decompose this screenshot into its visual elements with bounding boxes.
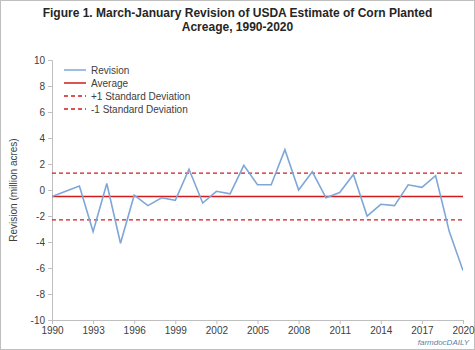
x-tick-label: 2005 [247, 325, 270, 336]
x-tick-mark [93, 320, 94, 324]
y-axis: -10 -8 -6 -4 -2 0 2 4 6 8 10 [31, 55, 53, 326]
x-tick-mark [381, 320, 382, 324]
x-tick: 2005 [247, 320, 270, 336]
x-tick-mark [134, 320, 135, 324]
y-tick: -4 [36, 237, 52, 248]
legend-label: Revision [91, 65, 129, 76]
y-tick-label: -4 [36, 237, 45, 248]
y-tick: 8 [39, 81, 52, 92]
x-tick: 2017 [411, 320, 434, 336]
x-axis-line [53, 321, 464, 325]
x-tick-mark [463, 320, 464, 324]
x-tick: 2014 [370, 320, 393, 336]
y-tick-mark [48, 190, 52, 191]
legend-swatch [64, 108, 86, 110]
x-tick: 1999 [165, 320, 188, 336]
legend-swatch [64, 82, 86, 84]
x-tick: 2020 [452, 320, 475, 336]
y-tick-label: 10 [34, 55, 46, 66]
x-tick-label: 1990 [41, 325, 64, 336]
title: Figure 1. March-January Revision of USDA… [43, 6, 433, 34]
legend-swatch [64, 95, 86, 97]
x-axis: 1990 1993 1996 1999 2002 2005 2008 2011 2014 2017… [41, 320, 475, 336]
x-tick-mark [52, 320, 53, 324]
y-tick-mark [48, 242, 52, 243]
x-tick-label: 1999 [165, 325, 188, 336]
x-tick-mark [299, 320, 300, 324]
x-tick-mark [340, 320, 341, 324]
x-tick: 1990 [41, 320, 64, 336]
y-tick: -6 [36, 263, 52, 274]
y-tick-label: -6 [36, 263, 45, 274]
y-tick-mark [48, 86, 52, 87]
y-tick-label: 8 [39, 81, 45, 92]
y-tick: -8 [36, 289, 52, 300]
y-tick: 2 [39, 159, 52, 170]
legend: Revision Average +1 Standard Deviation -1 S… [64, 65, 190, 115]
y-axis-line [48, 61, 53, 321]
legend-label: +1 Standard Deviation [91, 91, 190, 102]
series-line [52, 150, 463, 271]
y-tick-label: -8 [36, 289, 45, 300]
x-tick-label: 2017 [411, 325, 434, 336]
y-tick-label: 6 [39, 107, 45, 118]
y-tick-label: 2 [39, 159, 45, 170]
x-tick-label: 1996 [124, 325, 147, 336]
x-tick-label: 1993 [82, 325, 105, 336]
y-tick: 4 [39, 133, 52, 144]
x-tick: 2002 [206, 320, 229, 336]
y-tick: 0 [39, 185, 52, 196]
x-tick-mark [258, 320, 259, 324]
series-line [52, 172, 463, 173]
y-tick-mark [48, 216, 52, 217]
series-line [52, 219, 463, 220]
y-tick-label: 4 [39, 133, 45, 144]
y-tick-mark [48, 164, 52, 165]
x-tick: 2008 [288, 320, 311, 336]
x-tick-label: 2008 [288, 325, 311, 336]
x-tick-label: 2011 [329, 325, 351, 336]
x-tick: 2011 [329, 320, 351, 336]
x-tick-label: 2020 [452, 325, 475, 336]
y-tick-mark [48, 60, 52, 61]
y-tick: 6 [39, 107, 52, 118]
legend-swatch [64, 69, 86, 71]
y-tick-mark [48, 294, 52, 295]
x-tick-label: 2014 [370, 325, 393, 336]
annotation: farmdocDAILY [418, 338, 470, 347]
y-tick-mark [48, 112, 52, 113]
legend-label: -1 Standard Deviation [91, 104, 188, 115]
legend-label: Average [91, 78, 129, 89]
y-axis-title: Revision (million acres) [8, 138, 19, 241]
y-tick-mark [48, 320, 52, 321]
y-tick: 10 [34, 55, 52, 66]
x-tick-label: 2002 [206, 325, 229, 336]
x-tick-mark [422, 320, 423, 324]
chart: Figure 1. March-January Revision of USDA… [0, 0, 475, 350]
frame [1, 1, 475, 350]
y-tick: -2 [36, 211, 52, 222]
x-tick-mark [216, 320, 217, 324]
x-tick-mark [175, 320, 176, 324]
y-tick-label: -2 [36, 211, 45, 222]
y-tick-label: -10 [31, 315, 46, 326]
x-tick: 1993 [82, 320, 105, 336]
y-tick-label: 0 [39, 185, 45, 196]
y-tick: -10 [31, 315, 52, 326]
y-tick-mark [48, 138, 52, 139]
y-tick-mark [48, 268, 52, 269]
x-tick: 1996 [124, 320, 147, 336]
plot-area [52, 150, 463, 271]
